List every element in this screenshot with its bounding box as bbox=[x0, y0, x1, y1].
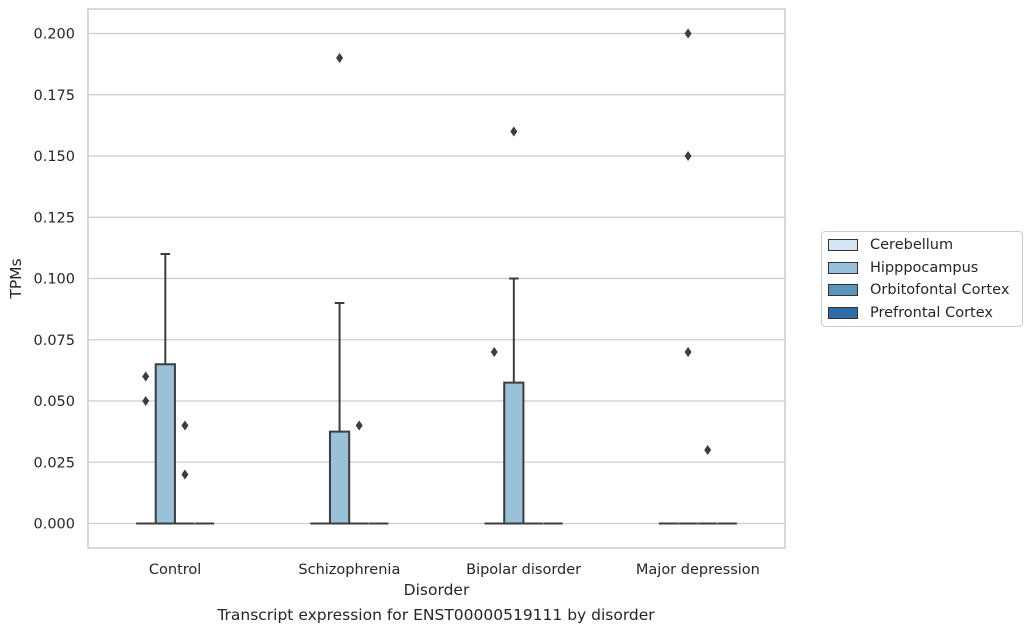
legend-item-prefrontal-cortex: Prefrontal Cortex bbox=[828, 303, 993, 323]
legend-label: Prefrontal Cortex bbox=[870, 305, 993, 321]
outlier-point bbox=[684, 28, 692, 39]
x-tick-label: Schizophrenia bbox=[298, 562, 400, 578]
y-tick-label: 0.125 bbox=[33, 210, 75, 226]
chart-caption: Transcript expression for ENST0000051911… bbox=[217, 606, 655, 624]
outlier-point bbox=[142, 396, 150, 406]
grid-lines bbox=[88, 32, 785, 525]
x-axis-ticks: Control Schizophrenia Bipolar disorder Majo… bbox=[149, 562, 760, 578]
legend-swatch bbox=[828, 239, 858, 251]
legend-item-hipppocampus: Hipppocampus bbox=[828, 258, 978, 278]
legend-label: Cerebellum bbox=[870, 237, 954, 253]
x-axis-label: Disorder bbox=[404, 581, 470, 599]
x-tick-label: Major depression bbox=[636, 562, 760, 578]
outlier-point bbox=[181, 420, 189, 431]
legend-label: Orbitofontal Cortex bbox=[870, 282, 1010, 298]
y-tick-label: 0.175 bbox=[33, 88, 75, 104]
outlier-point bbox=[684, 151, 692, 161]
y-tick-label: 0.150 bbox=[33, 149, 75, 165]
y-tick-label: 0.100 bbox=[33, 272, 75, 288]
legend-item-cerebellum: Cerebellum bbox=[828, 235, 953, 255]
x-tick-label: Control bbox=[149, 562, 201, 578]
outlier-point bbox=[181, 469, 189, 480]
y-tick-label: 0.200 bbox=[33, 27, 75, 43]
box-rect bbox=[503, 381, 525, 525]
plot-frame bbox=[87, 8, 786, 549]
legend-label: Hipppocampus bbox=[870, 260, 979, 276]
outlier-point bbox=[510, 126, 518, 137]
legend-swatch bbox=[828, 307, 858, 319]
outlier-point bbox=[336, 53, 344, 63]
outlier-point bbox=[684, 347, 692, 357]
outlier-point bbox=[142, 371, 150, 382]
box-rect bbox=[154, 363, 176, 525]
legend-swatch bbox=[828, 284, 858, 296]
y-tick-label: 0.025 bbox=[33, 455, 75, 471]
y-axis-label: TPMs bbox=[7, 258, 25, 299]
legend: Cerebellum Hipppocampus Orbitofontal Cor… bbox=[821, 231, 1023, 327]
box-rect bbox=[328, 430, 351, 525]
legend-item-orbitofontal-cortex: Orbitofontal Cortex bbox=[828, 280, 1009, 300]
outlier-point bbox=[704, 445, 712, 455]
legend-swatch bbox=[828, 262, 858, 274]
outlier-point bbox=[490, 347, 498, 357]
y-tick-label: 0.000 bbox=[33, 517, 75, 533]
box-series bbox=[136, 28, 737, 525]
y-axis-ticks: 0.000 0.025 0.050 0.075 0.100 0.125 0.150 0.175… bbox=[33, 27, 75, 533]
y-tick-label: 0.050 bbox=[33, 394, 75, 410]
outlier-point bbox=[355, 420, 363, 431]
y-tick-label: 0.075 bbox=[33, 333, 75, 349]
x-tick-label: Bipolar disorder bbox=[466, 562, 581, 578]
